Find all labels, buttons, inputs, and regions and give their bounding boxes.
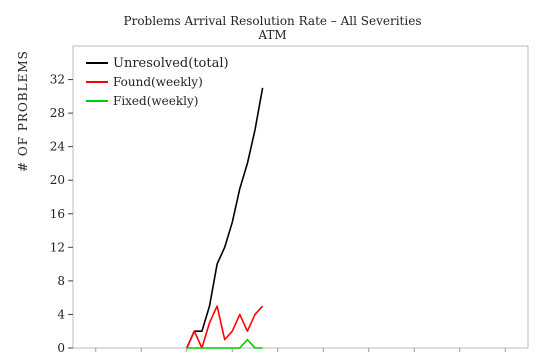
plot-area [72,45,529,349]
legend-label: Found(weekly) [113,75,203,89]
series-line-1 [186,87,264,349]
legend-label: Fixed(weekly) [113,94,198,108]
chart-subtitle: ATM [258,28,287,42]
series-line-3 [186,338,263,349]
y-tick-label: 12 [50,240,65,254]
y-tick-label: 0 [57,341,65,355]
y-tick-label: 4 [57,307,65,321]
x-axis [95,348,506,352]
series-lines [186,87,264,349]
y-axis: 0 4 8 12 16 20 24 28 32 [50,73,73,355]
y-tick-label: 24 [50,140,66,154]
y-tick-label: 16 [50,207,65,221]
y-tick-label: 8 [57,274,65,288]
legend: Unresolved(total) Found(weekly) Fixed(week… [86,56,229,108]
chart-title: Problems Arrival Resolution Rate – All S… [123,14,422,28]
series-line-2 [186,305,264,349]
y-tick-label: 32 [50,73,65,87]
legend-label: Unresolved(total) [113,56,229,71]
y-tick-label: 20 [50,173,65,187]
y-tick-label: 28 [50,106,65,120]
